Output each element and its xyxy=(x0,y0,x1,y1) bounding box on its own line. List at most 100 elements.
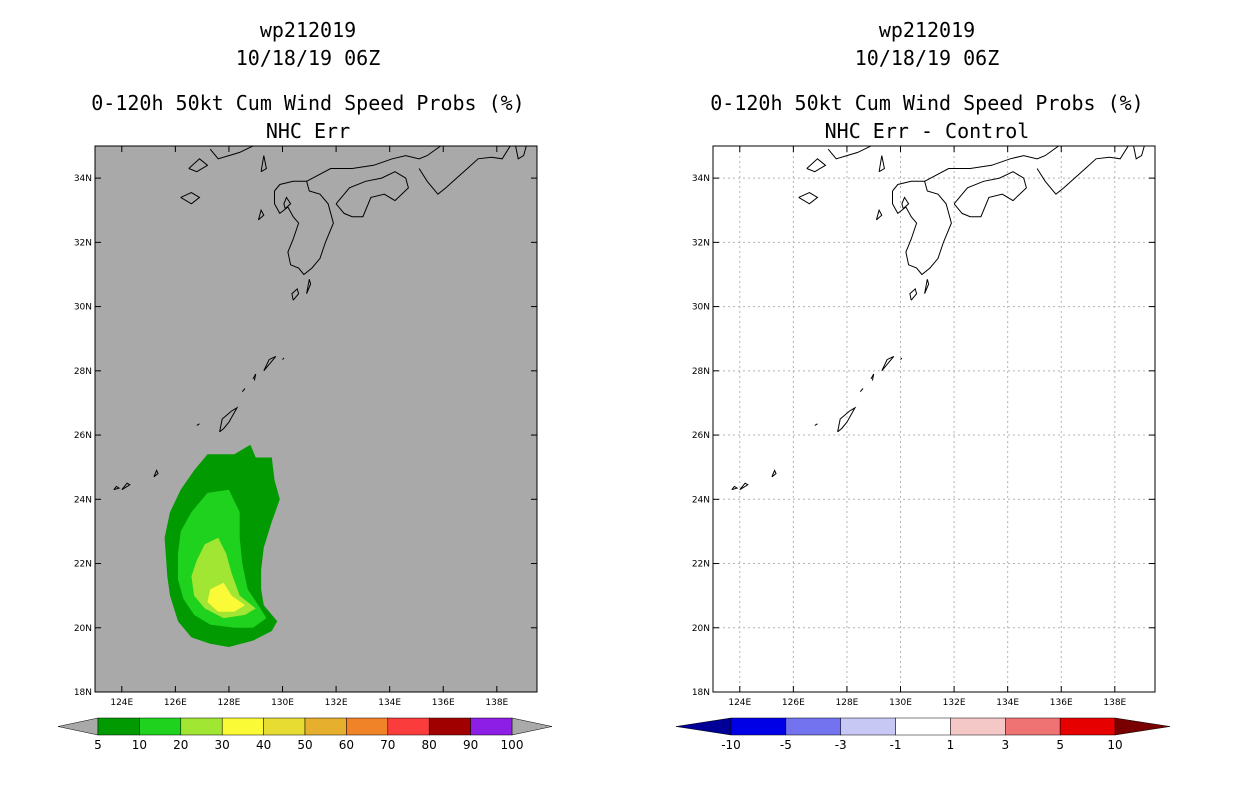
left-map-background xyxy=(95,146,537,692)
left-colorbar-label: 40 xyxy=(256,738,271,752)
left-coastline-7 xyxy=(418,146,511,195)
left-ytick-label: 20N xyxy=(74,624,92,634)
left-colorbar-swatch xyxy=(221,717,264,736)
right-ytick-label: 22N xyxy=(692,560,710,570)
right-ytick-label: 34N xyxy=(692,174,710,184)
right-title-storm: wp212019 xyxy=(878,18,976,42)
left-coastline-16 xyxy=(241,388,246,393)
right-ytick-label: 28N xyxy=(692,367,710,377)
right-coastline-6 xyxy=(953,171,1027,218)
right-coastline-11 xyxy=(909,287,918,301)
right-axis-ticks: 124E 126E 128E 130E 132E 134E 136E 138E 18N 20N 22… xyxy=(692,146,1155,708)
left-coastline-15 xyxy=(252,373,257,381)
left-map-frame xyxy=(94,145,538,693)
right-gridlines xyxy=(713,146,1155,692)
right-colorbar-under-arrow xyxy=(675,717,732,736)
left-coastline-13 xyxy=(263,355,277,372)
right-ytick-label: 26N xyxy=(692,431,710,441)
right-coastline-2 xyxy=(798,192,819,205)
left-xtick-label: 136E xyxy=(432,698,455,708)
right-colorbar-swatch xyxy=(895,717,951,736)
right-xtick-label: 126E xyxy=(782,698,805,708)
left-colorbar-swatch xyxy=(180,717,223,736)
right-colorbar-label: 1 xyxy=(947,738,955,752)
right-ytick-label: 24N xyxy=(692,495,710,505)
right-xtick-label: 128E xyxy=(836,698,859,708)
left-coastline-19 xyxy=(121,482,131,491)
right-coastline-5 xyxy=(924,146,1059,182)
right-coastline-10 xyxy=(875,208,883,221)
right-colorbar-swatch xyxy=(1005,717,1061,736)
left-xtick-label: 130E xyxy=(271,698,294,708)
left-ytick-label: 18N xyxy=(74,688,92,698)
right-ytick-label: 30N xyxy=(692,303,710,313)
left-xtick-label: 128E xyxy=(218,698,241,708)
left-coastlines xyxy=(113,146,527,491)
left-title-product: 0-120h 50kt Cum Wind Speed Probs (%) xyxy=(91,91,525,115)
left-xtick-label: 132E xyxy=(325,698,348,708)
right-xtick-label: 136E xyxy=(1050,698,1073,708)
right-coastlines xyxy=(731,146,1145,491)
right-coastline-16 xyxy=(859,388,864,393)
left-colorbar-swatch xyxy=(387,717,430,736)
left-probability-contours xyxy=(164,444,280,647)
right-colorbar-swatch xyxy=(785,717,841,736)
right-colorbar: -10 -5 -3 -1 1 3 5 10 xyxy=(675,717,1171,752)
left-xtick-label: 134E xyxy=(378,698,401,708)
left-colorbar-over-arrow xyxy=(511,717,553,736)
left-xtick-label: 138E xyxy=(485,698,508,708)
right-coastline-3 xyxy=(878,155,885,173)
right-colorbar-swatch xyxy=(840,717,896,736)
right-coastline-4 xyxy=(892,180,952,276)
left-colorbar-swatch xyxy=(304,717,347,736)
left-colorbar: 5 10 20 30 40 50 60 70 80 90 100 xyxy=(57,717,553,752)
left-colorbar-swatch xyxy=(470,717,513,736)
right-coastline-18 xyxy=(814,423,818,426)
left-coastline-5 xyxy=(306,146,441,182)
right-ytick-label: 20N xyxy=(692,624,710,634)
left-ytick-label: 28N xyxy=(74,367,92,377)
right-colorbar-swatch xyxy=(730,717,787,736)
right-xtick-label: 134E xyxy=(996,698,1019,708)
right-coastline-0 xyxy=(827,146,872,160)
right-coastline-15 xyxy=(870,373,875,381)
left-ytick-label: 30N xyxy=(74,303,92,313)
right-ytick-label: 32N xyxy=(692,238,710,248)
left-coastline-18 xyxy=(196,423,200,426)
left-coastline-20 xyxy=(113,485,121,491)
right-map-panel: 124E 126E 128E 130E 132E 134E 136E 138E 18N 20N 22… xyxy=(692,145,1156,708)
right-xtick-label: 130E xyxy=(889,698,912,708)
left-title-date: 10/18/19 06Z xyxy=(235,46,381,70)
left-coastline-10 xyxy=(257,208,265,221)
left-ytick-label: 32N xyxy=(74,238,92,248)
right-colorbar-label: 3 xyxy=(1001,738,1009,752)
left-colorbar-swatch xyxy=(97,717,140,736)
left-colorbar-label: 70 xyxy=(380,738,395,752)
left-coastline-8 xyxy=(515,146,527,160)
left-ytick-label: 22N xyxy=(74,560,92,570)
right-coastline-14 xyxy=(900,357,903,360)
left-coastline-3 xyxy=(260,155,267,173)
right-title-date: 10/18/19 06Z xyxy=(854,46,1000,70)
left-colorbar-label: 80 xyxy=(422,738,437,752)
left-ytick-label: 24N xyxy=(74,495,92,505)
left-colorbar-label: 5 xyxy=(94,738,102,752)
right-coastline-20 xyxy=(731,485,739,491)
left-colorbar-label: 30 xyxy=(215,738,230,752)
right-colorbar-swatch xyxy=(1059,717,1116,736)
right-colorbar-swatch xyxy=(950,717,1006,736)
left-colorbar-swatch xyxy=(139,717,182,736)
left-ytick-label: 26N xyxy=(74,431,92,441)
left-colorbar-label: 60 xyxy=(339,738,354,752)
right-colorbar-label: 10 xyxy=(1107,738,1122,752)
right-colorbar-label: -3 xyxy=(835,738,847,752)
left-ytick-label: 34N xyxy=(74,174,92,184)
right-colorbar-label: -5 xyxy=(780,738,792,752)
left-coastline-2 xyxy=(180,192,201,205)
left-colorbar-label: 90 xyxy=(463,738,478,752)
left-colorbar-label: 50 xyxy=(297,738,312,752)
right-title-subtitle: NHC Err - Control xyxy=(824,119,1030,143)
right-coastline-13 xyxy=(881,355,895,372)
left-coastline-11 xyxy=(291,287,300,301)
left-map-panel: 124E 126E 128E 130E 132E 134E 136E 138E 18N 20N 22… xyxy=(74,145,538,708)
